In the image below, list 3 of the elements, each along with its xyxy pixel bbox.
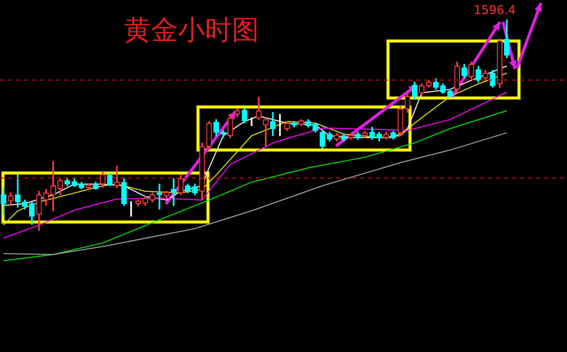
text: 1596.4 <box>474 3 516 18</box>
chart-title: 黄金小时图 <box>124 14 259 48</box>
candlestick <box>114 166 120 188</box>
